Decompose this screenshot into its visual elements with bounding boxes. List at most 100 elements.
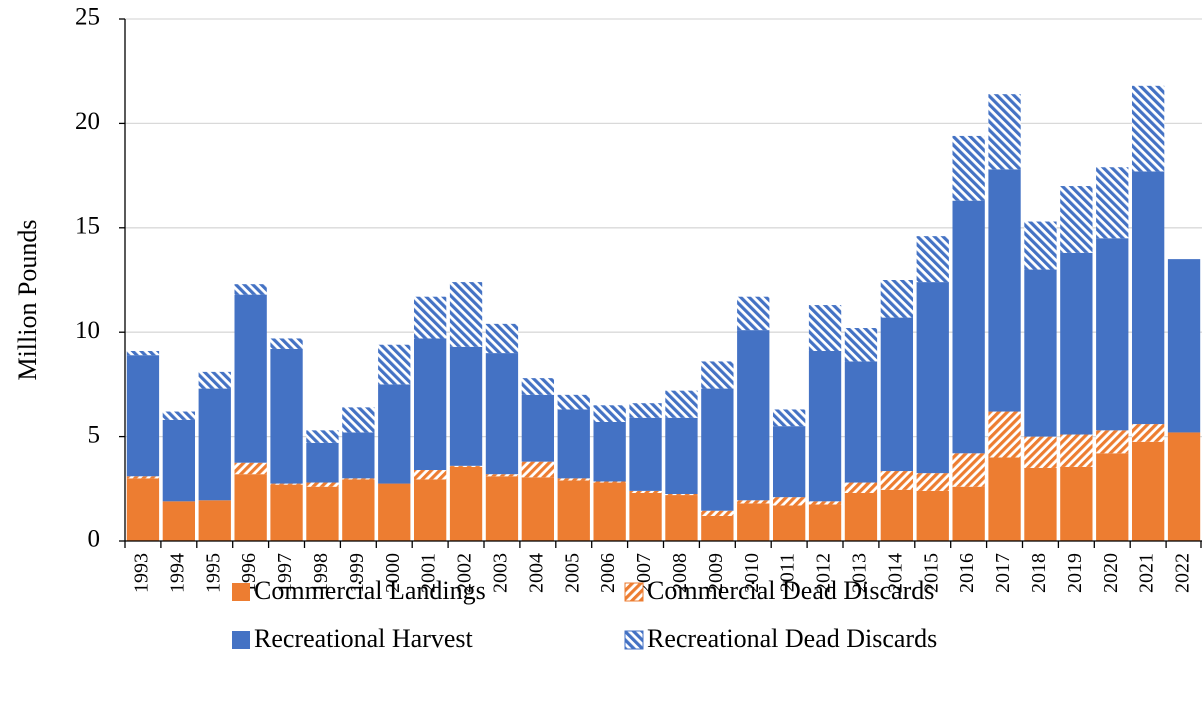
bar-segment <box>521 378 555 395</box>
bar-segment <box>772 426 806 498</box>
bar-segment <box>701 388 734 511</box>
x-tick-label: 2016 <box>956 553 978 593</box>
bar-segment <box>593 482 626 541</box>
bar-segment <box>126 355 160 477</box>
bar-segment <box>988 457 1021 541</box>
bar-segment <box>342 479 375 541</box>
bar-segment <box>1131 441 1165 541</box>
x-tick-label: 2022 <box>1172 553 1194 593</box>
bar-segment <box>1060 466 1093 541</box>
bar-segment <box>306 430 339 443</box>
bar-segment <box>342 407 375 433</box>
bar-segment <box>413 338 447 471</box>
bar-segment <box>593 481 626 483</box>
bar-segment <box>557 480 590 541</box>
bar-segment <box>378 483 411 541</box>
bar-segment <box>306 482 339 487</box>
bar-segment <box>665 495 698 541</box>
bar-segment <box>198 500 231 541</box>
bar-segment <box>413 296 447 339</box>
bar-segment <box>485 323 519 354</box>
bar-segment <box>234 462 267 475</box>
bar-segment <box>521 461 555 478</box>
bar-segment <box>198 388 231 501</box>
bar-segment <box>916 490 949 541</box>
bar-segment <box>1096 238 1129 431</box>
bar-segment <box>808 504 842 541</box>
bar-segment <box>1167 432 1201 541</box>
y-tick-label: 10 <box>75 317 100 344</box>
bar-segment <box>342 478 375 480</box>
bar-segment <box>916 282 949 474</box>
x-tick-label: 2004 <box>525 553 547 593</box>
legend-swatch <box>232 631 250 649</box>
bar-segment <box>772 505 806 541</box>
bar-segment <box>270 484 303 541</box>
bar-segment <box>449 466 483 541</box>
bar-segment <box>701 510 734 516</box>
x-tick-label: 2006 <box>597 553 619 593</box>
bar-segment <box>449 465 483 467</box>
bar-segment <box>916 236 949 283</box>
bar-segment <box>772 409 806 427</box>
bar-segment <box>629 403 662 418</box>
x-tick-label: 2012 <box>813 553 835 593</box>
x-tick-label: 1998 <box>310 553 332 593</box>
legend-label: Recreational Dead Discards <box>647 624 937 653</box>
bar-segment <box>844 482 878 493</box>
bar-segment <box>952 453 985 487</box>
x-tick-label: 1994 <box>166 553 188 593</box>
bar-segment <box>234 284 267 295</box>
bar-segment <box>808 501 842 505</box>
bar-segment <box>629 490 662 493</box>
bar-segment <box>1060 252 1093 435</box>
bar-segment <box>844 492 878 541</box>
bar-segment <box>413 470 447 480</box>
bar-segment <box>521 394 555 462</box>
x-tick-label: 2014 <box>884 553 906 593</box>
bar-segment <box>1131 85 1165 172</box>
x-tick-label: 2019 <box>1064 553 1086 593</box>
x-tick-label: 2018 <box>1028 553 1050 593</box>
bar-segment <box>952 486 985 541</box>
bar-segment <box>485 474 519 477</box>
bar-segment <box>485 476 519 541</box>
bar-segment <box>880 471 914 490</box>
bar-segment <box>952 135 985 201</box>
y-tick-label: 5 <box>88 421 101 448</box>
bar-segment <box>521 477 555 541</box>
y-tick-label: 15 <box>75 213 100 240</box>
bar-segment <box>306 442 339 483</box>
x-tick-label: 1995 <box>202 553 224 593</box>
legend-swatch <box>624 630 644 650</box>
bar-segment <box>270 483 303 485</box>
bar-segment <box>270 348 303 484</box>
bar-segment <box>234 474 267 541</box>
legend-label: Recreational Harvest <box>254 624 474 653</box>
bar-segment <box>126 350 160 356</box>
bar-segment <box>413 479 447 541</box>
bar-segment <box>557 394 590 410</box>
bar-segment <box>378 384 411 484</box>
bar-segment <box>485 353 519 475</box>
bar-segment <box>665 417 698 495</box>
bar-segment <box>737 296 770 331</box>
bar-segment <box>593 405 626 422</box>
y-axis-title: Million Pounds <box>13 219 42 380</box>
bar-segment <box>880 280 914 318</box>
bar-segment <box>952 200 985 454</box>
bar-segment <box>1096 167 1129 239</box>
x-tick-label: 2001 <box>418 553 440 593</box>
bar-segment <box>880 317 914 472</box>
legend-swatch <box>624 582 644 602</box>
bar-segment <box>1096 453 1129 541</box>
x-tick-label: 2021 <box>1136 553 1158 593</box>
x-tick-label: 2020 <box>1100 553 1122 593</box>
bar-segment <box>880 489 914 541</box>
bar-segment <box>126 478 160 541</box>
bar-segment <box>701 515 734 541</box>
bar-segment <box>126 476 160 479</box>
x-tick-label: 2011 <box>777 553 799 592</box>
bar-segment <box>629 492 662 541</box>
x-tick-label: 2009 <box>705 553 727 593</box>
